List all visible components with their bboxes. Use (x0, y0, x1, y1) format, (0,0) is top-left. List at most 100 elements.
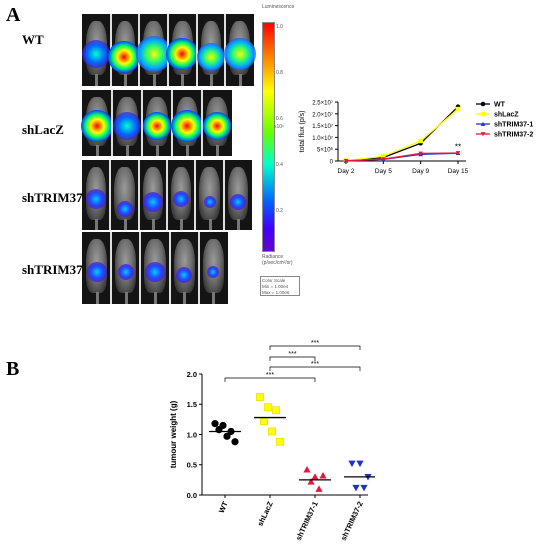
imaging-strip (82, 232, 228, 304)
data-point (315, 485, 323, 492)
colorbar-title: Luminescence (262, 4, 295, 10)
luminescence-signal (86, 261, 107, 282)
data-point (215, 426, 223, 434)
y-tick-label: 0 (330, 160, 334, 166)
mouse-tail (180, 218, 184, 230)
x-tick-label: shTRIM37-2 (339, 500, 365, 542)
colorbar-tick: 1.0 (276, 24, 283, 30)
imaging-strip (81, 90, 232, 156)
colorbar-unit: x10⁶ (274, 124, 285, 130)
mouse-tail (126, 145, 129, 156)
mouse-tail (236, 218, 240, 230)
y-tick-label: 0.5 (187, 461, 197, 470)
mouse-tail (183, 292, 187, 304)
y-tick-label: 1.0×10⁷ (312, 135, 333, 142)
colorbar-gradient (262, 22, 275, 252)
mouse-tail (95, 292, 99, 304)
imaging-separator (137, 160, 140, 230)
luminescence-signal (145, 261, 165, 282)
x-tick-label: shLacZ (256, 500, 275, 528)
luminescence-signal (142, 192, 163, 212)
mouse-tail (95, 74, 99, 86)
colorbar-tick: 0.8 (276, 70, 283, 76)
imaging-strip (82, 160, 252, 230)
mouse-tail (154, 292, 157, 304)
mouse-tail (124, 74, 127, 86)
y-tick-label: 1.0 (187, 430, 197, 439)
luminescence-signal (223, 37, 256, 70)
significance-annotation: ** (455, 143, 461, 152)
significance-label: *** (288, 351, 296, 358)
legend-marker (480, 101, 486, 107)
significance-bracket (224, 377, 316, 382)
y-tick-label: 5×10⁶ (317, 147, 334, 154)
total-flux-line-chart: 0 5×10⁶ 1.0×10⁷ 1.5×10⁷ 2.0×10⁷ 2.5×10⁷ Day 2 D… (299, 100, 533, 176)
imaging-separator (110, 232, 113, 304)
imaging-separator (168, 232, 171, 304)
imaging-separator (194, 160, 197, 230)
color-scale-box: Color Scale Min = 1.00e4 Max = 1.00e6 (260, 276, 300, 296)
legend-label: shLacZ (494, 112, 519, 119)
x-tick-label: Day 9 (412, 168, 429, 175)
radiance-label: Radiance (262, 254, 284, 260)
imaging-separator (141, 90, 143, 156)
group-label-shtrim37-2: shTRIM37-2 (22, 262, 94, 277)
luminescence-signal (197, 43, 225, 72)
mouse-tail (212, 292, 216, 304)
color-scale-title: Color Scale (262, 278, 286, 283)
y-tick-label: 2.5×10⁷ (312, 100, 333, 107)
y-axis-title: tumour weight (g) (169, 400, 178, 468)
mouse-tail (95, 218, 99, 230)
y-tick-label: 2.0×10⁷ (312, 111, 333, 118)
data-point (356, 460, 364, 468)
mouse-tail (96, 145, 99, 156)
data-point (211, 420, 219, 428)
significance-bracket (269, 345, 361, 350)
luminescence-signal (143, 112, 171, 141)
significance-bracket (269, 366, 361, 371)
tumour-weight-scatter-chart: 0.0 0.5 1.0 1.5 2.0 WT shLacZ shTRIM37-1 shTRIM3… (169, 340, 375, 542)
significance-label: *** (266, 372, 274, 379)
mouse-tail (156, 145, 159, 156)
data-point (418, 138, 423, 144)
luminescence-signal (171, 110, 203, 143)
data-point (418, 151, 423, 156)
data-point (256, 393, 264, 401)
legend-label: WT (494, 102, 506, 109)
luminescence-signal (166, 37, 199, 70)
data-point (343, 158, 349, 164)
data-point (311, 473, 319, 480)
data-point (319, 472, 327, 479)
legend-label: shTRIM37-1 (494, 122, 533, 129)
x-tick-label: Day 15 (448, 168, 469, 175)
y-tick-label: 1.5 (187, 400, 197, 409)
mouse-tail (181, 74, 185, 86)
mouse-image (173, 239, 195, 294)
colorbar-tick: 0.4 (276, 162, 283, 168)
mouse-tail (208, 218, 212, 230)
data-point (352, 484, 360, 492)
colorbar-tick: 0.6 (276, 116, 283, 122)
significance-label: *** (311, 340, 319, 347)
group-label-shtrim37-1: shTRIM37-1 (22, 190, 94, 205)
data-point (264, 403, 272, 412)
x-tick-label: Day 2 (338, 168, 355, 175)
imaging-separator (166, 160, 168, 230)
luminescence-signal (207, 265, 220, 278)
y-tick-label: 2.0 (187, 370, 197, 379)
mouse-tail (238, 74, 242, 86)
luminescence-signal (86, 188, 107, 209)
legend-marker (480, 111, 486, 117)
group-label-shlacz: shLacZ (22, 122, 64, 137)
significance-label: *** (311, 361, 319, 368)
mouse-tail (210, 74, 213, 86)
luminescence-signal (113, 112, 141, 141)
group-label-wt: WT (22, 32, 44, 47)
mouse-tail (186, 145, 189, 156)
color-scale-max: Max = 1.00e6 (262, 290, 290, 295)
data-point (231, 438, 239, 446)
imaging-separator (111, 90, 113, 156)
color-scale-min: Min = 1.00e4 (262, 284, 289, 289)
data-point (307, 478, 315, 485)
imaging-separator (222, 160, 225, 230)
